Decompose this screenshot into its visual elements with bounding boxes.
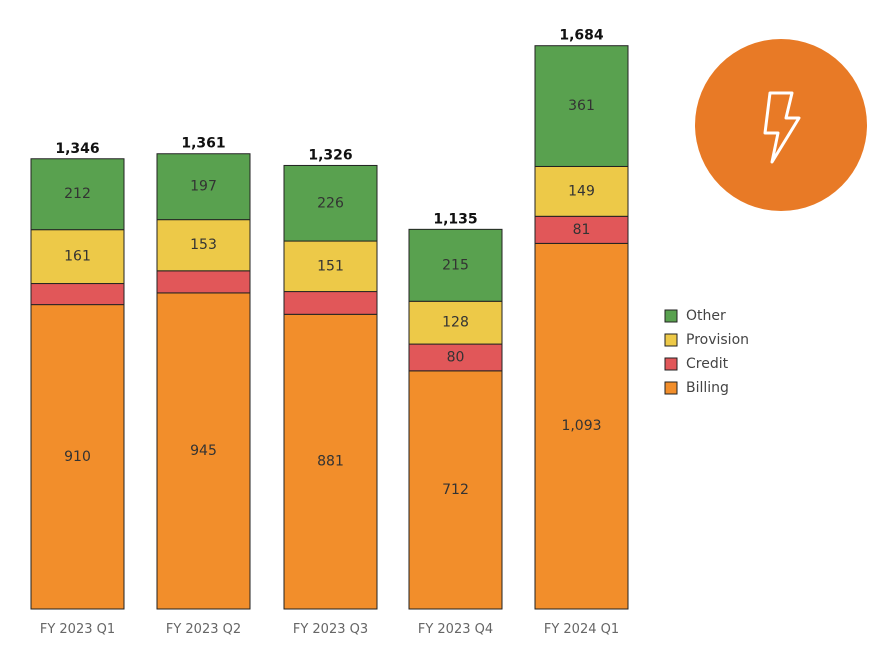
x-tick-label: FY 2024 Q1 <box>544 622 619 637</box>
data-label-provision: 153 <box>190 237 217 253</box>
bar-segment-provision <box>283 240 378 293</box>
x-tick-label: FY 2023 Q3 <box>293 622 368 637</box>
x-tick-label: FY 2023 Q2 <box>166 622 241 637</box>
bar-segment-billing <box>156 292 251 610</box>
data-label-billing: 1,093 <box>561 418 601 434</box>
bar-segment-other <box>30 158 125 231</box>
total-label: 1,361 <box>181 136 225 152</box>
legend-swatch-credit <box>664 357 678 371</box>
legend: Other Provision Credit Billing <box>664 308 749 396</box>
bar-segment-credit <box>283 291 378 315</box>
bar-segment-other <box>534 45 629 167</box>
legend-label-credit: Credit <box>686 356 729 372</box>
bar-segment-provision <box>156 219 251 272</box>
data-label-credit: 81 <box>573 222 591 238</box>
lightning-icon <box>763 91 801 164</box>
data-label-billing: 881 <box>317 454 344 470</box>
total-label: 1,346 <box>55 141 99 157</box>
data-label-other: 361 <box>568 98 595 114</box>
legend-label-other: Other <box>686 308 726 324</box>
legend-label-provision: Provision <box>686 332 749 348</box>
data-label-other: 197 <box>190 179 217 195</box>
data-label-provision: 151 <box>317 258 344 274</box>
bars-layer: 910 161 212 1,346 945 153 197 1,361 881 151 226 1,3… <box>30 28 629 610</box>
data-label-other: 226 <box>317 195 344 211</box>
bar-segment-provision <box>534 165 629 217</box>
bar-segment-other <box>156 153 251 221</box>
legend-label-billing: Billing <box>686 380 729 396</box>
legend-swatch-provision <box>664 333 678 347</box>
bar-segment-credit <box>156 270 251 294</box>
data-label-credit: 80 <box>447 349 465 365</box>
data-label-billing: 910 <box>64 449 91 465</box>
bar-segment-other <box>408 228 503 302</box>
badge-circle <box>695 39 867 211</box>
bar-segment-billing <box>30 304 125 610</box>
data-label-provision: 128 <box>442 315 469 331</box>
total-label: 1,135 <box>433 211 477 227</box>
x-tick-label: FY 2023 Q4 <box>418 622 493 637</box>
data-label-billing: 945 <box>190 443 217 459</box>
bar-segment-credit <box>30 283 125 306</box>
bar-segment-other <box>283 164 378 242</box>
bar-segment-billing <box>283 313 378 610</box>
x-tick-label: FY 2023 Q1 <box>40 622 115 637</box>
data-label-billing: 712 <box>442 482 469 498</box>
x-axis-ticks: FY 2023 Q1 FY 2023 Q2 FY 2023 Q3 FY 2023 Q4… <box>40 622 619 637</box>
legend-swatch-other <box>664 309 678 323</box>
legend-swatch-billing <box>664 381 678 395</box>
bar-segment-credit <box>534 215 629 244</box>
data-label-provision: 149 <box>568 183 595 199</box>
data-label-other: 215 <box>442 257 469 273</box>
data-label-provision: 161 <box>64 249 91 265</box>
lightning-badge <box>695 39 867 211</box>
bar-segment-credit <box>408 343 503 372</box>
total-label: 1,326 <box>308 147 352 163</box>
total-label: 1,684 <box>559 28 604 44</box>
data-label-other: 212 <box>64 186 91 202</box>
bar-segment-provision <box>408 300 503 345</box>
bar-segment-provision <box>30 229 125 285</box>
bar-segment-billing <box>408 370 503 610</box>
